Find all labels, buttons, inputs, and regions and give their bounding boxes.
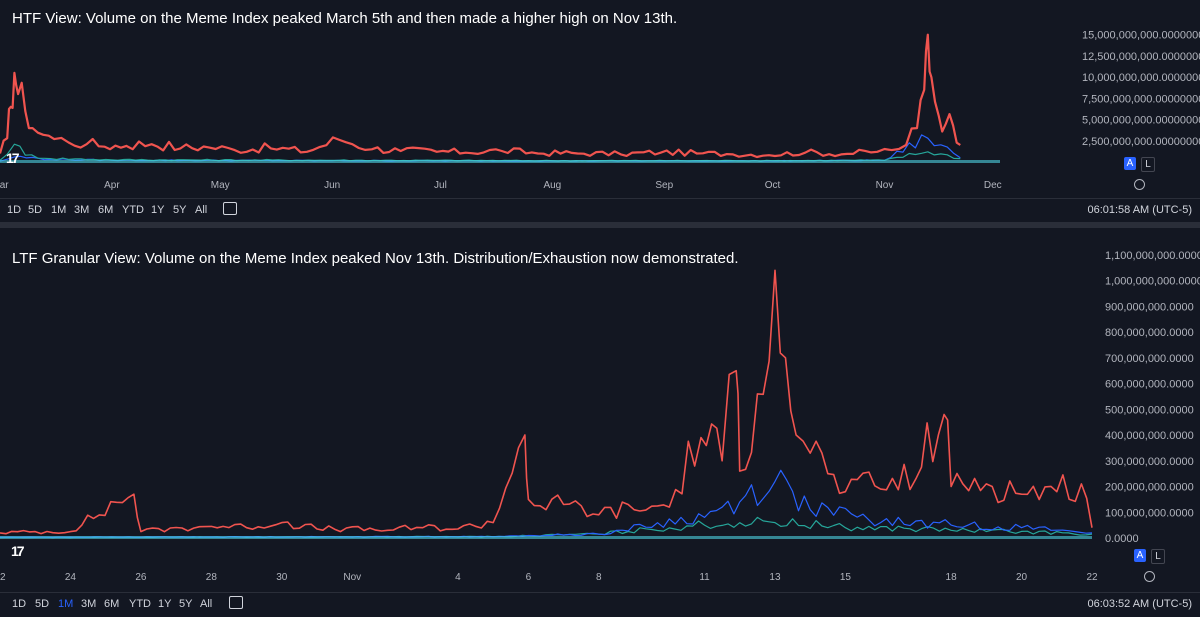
timeframe-5y[interactable]: 5Y [173,204,187,216]
calendar-icon[interactable] [223,202,237,215]
y-tick-label: 15,000,000,000.00000000 [1082,30,1200,42]
clock-time: 06:01:58 AM (UTC-5) [1087,204,1192,216]
y-tick-label: 2,500,000,000.00000000 [1082,136,1200,148]
x-tick-label: 26 [135,572,147,583]
x-tick-label: Mar [0,180,9,191]
x-tick-label: Jun [324,180,340,191]
y-tick-label: 200,000,000.0000 [1105,482,1194,494]
x-tick-label: 6 [526,572,532,583]
panel-divider[interactable] [0,222,1200,228]
y-tick-label: 12,500,000,000.00000000 [1082,51,1200,63]
y-tick-label: 100,000,000.0000 [1105,507,1194,519]
ltf-chart-panel: 0.0000 100,000,000.0000 200,000,000.0000 30… [0,228,1200,610]
timeframe-3m[interactable]: 3M [81,598,97,610]
x-tick-label: 20 [1016,572,1028,583]
x-tick-label: Jul [434,180,447,191]
calendar-icon[interactable] [229,596,243,609]
x-tick-label: Nov [876,180,894,191]
y-tick-label: 1,000,000,000.0000 [1105,276,1200,288]
x-tick-label: Aug [543,180,561,191]
timeframe-1d[interactable]: 1D [12,598,27,610]
timeframe-3m[interactable]: 3M [74,204,90,216]
y-tick-label: 10,000,000,000.00000000 [1082,72,1200,84]
timeframe-5y[interactable]: 5Y [179,598,193,610]
timeframe-6m[interactable]: 6M [104,598,120,610]
y-axis-labels: 2,500,000,000.00000000 5,000,000,000.0000… [1082,30,1200,148]
series-line-2 [0,134,961,162]
x-tick-label: Apr [104,180,120,191]
timeframe-1d[interactable]: 1D [7,204,22,216]
x-tick-label: 4 [455,572,461,583]
timeframe-1m[interactable]: 1M [58,598,74,610]
clock-time: 06:03:52 AM (UTC-5) [1087,598,1192,610]
y-tick-label: 400,000,000.0000 [1105,430,1194,442]
y-axis-labels: 0.0000 100,000,000.0000 200,000,000.0000 30… [1105,250,1200,545]
ltf-chart-plot[interactable]: 0.0000 100,000,000.0000 200,000,000.0000 30… [0,228,1200,592]
y-tick-label: 300,000,000.0000 [1105,456,1194,468]
timeframe-5d[interactable]: 5D [28,204,43,216]
x-tick-label: 24 [65,572,77,583]
x-tick-label: Dec [984,180,1002,191]
timeframe-1y[interactable]: 1Y [158,598,172,610]
ltf-chart-title: LTF Granular View: Volume on the Meme In… [12,250,739,267]
x-axis-labels: Mar Apr May Jun Jul Aug Sep Oct Nov Dec [0,180,1002,191]
log-scale-button[interactable]: L [1151,549,1165,564]
timeframe-ytd[interactable]: YTD [122,204,144,216]
x-tick-label: 13 [769,572,781,583]
y-tick-label: 900,000,000.0000 [1105,301,1194,313]
timeframe-6m[interactable]: 6M [98,204,114,216]
x-tick-label: 28 [206,572,218,583]
htf-chart-title: HTF View: Volume on the Meme Index peake… [12,10,678,27]
settings-gear-icon[interactable] [1144,571,1155,582]
x-tick-label: 15 [840,572,852,583]
tradingview-logo: 17 [6,150,20,166]
auto-scale-button[interactable]: A [1124,157,1136,170]
htf-toolbar: 1D 5D 1M 3M 6M YTD 1Y 5Y All 06:01:58 AM… [0,198,1200,223]
tradingview-logo: 17 [11,543,25,559]
x-tick-label: 22 [0,572,6,583]
x-tick-label: 30 [276,572,288,583]
log-scale-button[interactable]: L [1141,157,1155,172]
x-tick-label: Nov [343,572,361,583]
series-line-1 [0,469,1093,538]
htf-chart-plot[interactable]: 2,500,000,000.00000000 5,000,000,000.0000… [0,0,1200,198]
ltf-toolbar: 1D 5D 1M 3M 6M YTD 1Y 5Y All 06:03:52 AM… [0,592,1200,617]
y-tick-label: 7,500,000,000.00000000 [1082,93,1200,105]
timeframe-1m[interactable]: 1M [51,204,67,216]
timeframe-5d[interactable]: 5D [35,598,50,610]
timeframe-all[interactable]: All [200,598,213,610]
htf-chart-panel: 2,500,000,000.00000000 5,000,000,000.0000… [0,0,1200,222]
x-tick-label: 22 [1086,572,1098,583]
y-tick-label: 5,000,000,000.00000000 [1082,115,1200,127]
y-tick-label: 0.0000 [1105,533,1139,545]
auto-scale-button[interactable]: A [1134,549,1146,562]
y-tick-label: 500,000,000.0000 [1105,404,1194,416]
y-tick-label: 700,000,000.0000 [1105,353,1194,365]
timeframe-ytd[interactable]: YTD [129,598,151,610]
x-tick-label: 11 [699,572,710,583]
baseline-series [0,160,1000,163]
series-line-0 [0,269,1093,535]
x-axis-labels: 22 24 26 28 30 Nov 4 6 8 11 13 15 18 20 22 [0,572,1098,583]
x-tick-label: Sep [655,180,673,191]
timeframe-1y[interactable]: 1Y [151,204,165,216]
x-tick-label: May [211,180,230,191]
x-tick-label: Oct [765,180,781,191]
settings-gear-icon[interactable] [1134,179,1145,190]
x-tick-label: 18 [946,572,958,583]
y-tick-label: 1,100,000,000.0000 [1105,250,1200,262]
series-line-0 [0,33,961,159]
baseline-series [0,536,1092,539]
y-tick-label: 800,000,000.0000 [1105,327,1194,339]
x-tick-label: 8 [596,572,602,583]
timeframe-all[interactable]: All [195,204,208,216]
y-tick-label: 600,000,000.0000 [1105,379,1194,391]
